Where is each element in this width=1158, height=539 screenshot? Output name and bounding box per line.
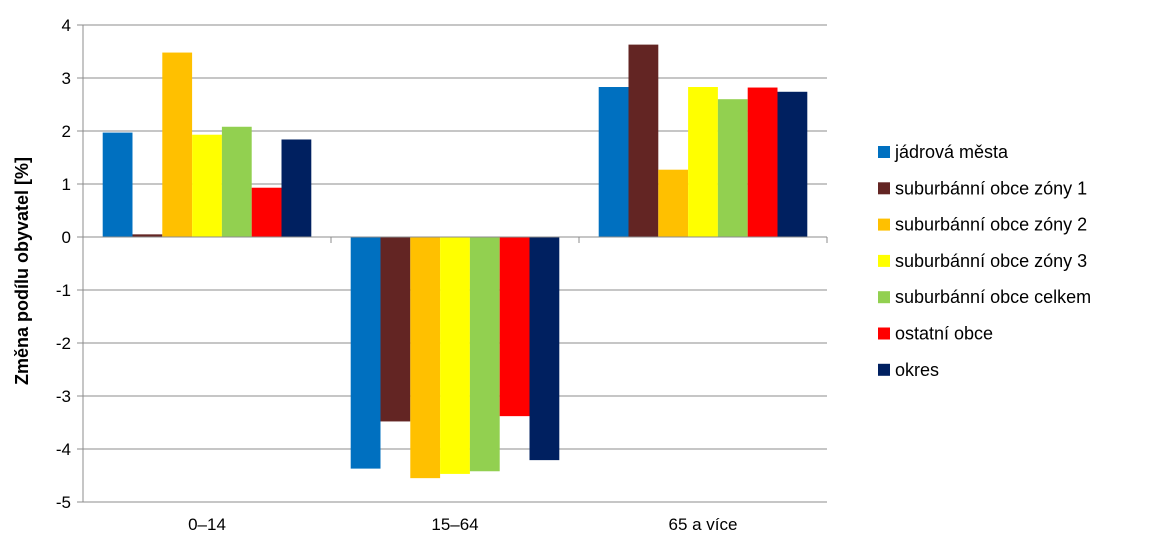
legend-label: ostatní obce — [895, 324, 993, 344]
bar — [251, 187, 282, 237]
y-tick-label: 2 — [62, 122, 71, 141]
bar — [102, 132, 133, 237]
bar — [628, 44, 659, 237]
bar — [499, 237, 530, 417]
y-tick-label: 3 — [62, 69, 71, 88]
legend-label: suburbánní obce zóny 3 — [895, 251, 1087, 271]
x-category-label: 65 a více — [669, 515, 738, 534]
bar — [132, 234, 163, 237]
bar — [688, 87, 718, 237]
legend-swatch — [878, 363, 890, 376]
legend-swatch — [878, 146, 890, 158]
legend-label: jádrová města — [894, 142, 1009, 162]
legend-label: suburbánní obce celkem — [895, 287, 1091, 307]
bar — [717, 99, 748, 237]
legend-label: suburbánní obce zóny 1 — [895, 178, 1087, 198]
bar — [747, 87, 778, 237]
legend-swatch — [878, 182, 890, 195]
bar — [162, 52, 193, 238]
legend-swatch — [878, 327, 890, 340]
bar — [440, 237, 470, 474]
legend-swatch — [878, 218, 890, 231]
y-tick-label: -3 — [56, 387, 71, 406]
legend-label: okres — [895, 360, 939, 380]
bar — [777, 91, 808, 237]
bar — [529, 237, 560, 461]
legend-swatch — [878, 254, 890, 267]
y-tick-label: 1 — [62, 175, 71, 194]
bar — [192, 134, 222, 237]
x-category-label: 15–64 — [431, 515, 478, 534]
legend-label: suburbánní obce zóny 2 — [895, 215, 1087, 235]
bars — [102, 44, 808, 479]
bar — [410, 237, 441, 479]
legend-swatch — [878, 291, 890, 304]
y-axis-title: Změna podílu obyvatel [%] — [12, 157, 32, 385]
y-tick-label: 0 — [62, 228, 71, 247]
y-tick-label: 4 — [62, 16, 71, 35]
y-tick-label: -2 — [56, 334, 71, 353]
bar — [469, 237, 500, 472]
bar — [380, 237, 411, 422]
axes: 4 3 2 1 0 -1 -2 -3 -4 -5 0–14 15–64 65 a více — [56, 16, 828, 534]
bar — [221, 126, 252, 237]
y-tick-label: -1 — [56, 281, 71, 300]
y-tick-label: -4 — [56, 440, 71, 459]
y-tick-label: -5 — [56, 493, 71, 512]
legend: jádrová města suburbánní obce zóny 1 subur… — [878, 142, 1091, 380]
bar — [281, 139, 312, 237]
bar — [350, 237, 381, 469]
bar — [598, 87, 629, 237]
bar — [658, 169, 689, 237]
x-category-label: 0–14 — [188, 515, 226, 534]
